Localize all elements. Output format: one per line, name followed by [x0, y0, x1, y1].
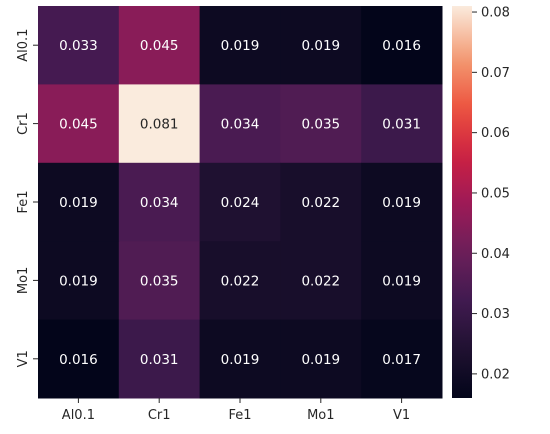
colorbar-tick-label: 0.05: [481, 186, 510, 201]
cell-value-label: 0.081: [140, 117, 179, 133]
x-tick-label: Al0.1: [62, 408, 95, 423]
colorbar: 0.02 0.03 0.04 0.05 0.06 0.07 0.08: [452, 6, 510, 398]
heatmap-cell: [38, 241, 120, 321]
y-tick-label: Mo1: [16, 267, 31, 294]
heatmap-cell: [38, 6, 120, 85]
heatmap-cell: [361, 162, 443, 242]
cell-value-label: 0.034: [221, 117, 260, 133]
heatmap-cell: [199, 6, 281, 85]
colorbar-tick-label: 0.08: [481, 6, 510, 21]
heatmap-cell: [38, 162, 120, 242]
heatmap-cell: [199, 84, 281, 164]
x-tick-label: Mo1: [307, 408, 334, 423]
cell-value-label: 0.045: [59, 117, 98, 133]
heatmap-cell: [118, 241, 201, 321]
heatmap-cell: [361, 241, 443, 321]
heatmap-cell: [280, 162, 362, 242]
colorbar-tick-label: 0.02: [481, 367, 510, 382]
cell-value-label: 0.034: [140, 195, 179, 211]
cell-value-label: 0.016: [382, 38, 421, 54]
heatmap-cell: [118, 84, 201, 164]
y-tick-label: Fe1: [16, 190, 31, 213]
cell-value-label: 0.024: [221, 195, 260, 211]
cell-value-label: 0.019: [59, 195, 98, 211]
cell-value-label: 0.022: [221, 273, 260, 289]
cell-value-label: 0.045: [140, 38, 179, 54]
heatmap-cell: [361, 319, 443, 399]
x-tick-label: Fe1: [228, 408, 251, 423]
heatmap-cell: [199, 162, 281, 242]
colorbar-tick-label: 0.07: [481, 66, 510, 81]
heatmap-cell: [280, 241, 362, 321]
heatmap-cell: [38, 84, 120, 164]
cell-value-label: 0.019: [221, 38, 260, 54]
heatmap-cell: [280, 6, 362, 85]
heatmap-cell: [118, 162, 201, 242]
x-tick-label: Cr1: [148, 408, 171, 423]
cell-value-label: 0.019: [59, 273, 98, 289]
cell-value-label: 0.019: [382, 195, 421, 211]
x-axis: Al0.1 Cr1 Fe1 Mo1 V1: [62, 398, 410, 423]
heatmap-cell: [118, 6, 201, 85]
heatmap-cell: [280, 319, 362, 399]
colorbar-tick-label: 0.06: [481, 126, 510, 141]
cell-value-label: 0.016: [59, 352, 98, 368]
heatmap-cell: [118, 319, 201, 399]
heatmap-cell: [361, 84, 443, 164]
heatmap-cell: [199, 319, 281, 399]
heatmap-cell: [38, 319, 120, 399]
cell-value-label: 0.035: [301, 117, 340, 133]
cell-value-label: 0.017: [382, 352, 421, 368]
x-tick-label: V1: [393, 408, 410, 423]
cell-value-label: 0.019: [301, 38, 340, 54]
heatmap-cell: [361, 6, 443, 85]
heatmap-cells: [38, 6, 443, 399]
cell-value-label: 0.035: [140, 273, 179, 289]
heatmap-cell: [280, 84, 362, 164]
y-tick-label: Cr1: [16, 112, 31, 135]
heatmap-cell: [199, 241, 281, 321]
cell-value-label: 0.033: [59, 38, 98, 54]
colorbar-tick-label: 0.03: [481, 307, 510, 322]
cell-value-label: 0.019: [382, 273, 421, 289]
cell-value-label: 0.022: [301, 195, 340, 211]
cell-value-label: 0.031: [140, 352, 179, 368]
y-tick-label: V1: [16, 350, 31, 367]
y-tick-label: Al0.1: [16, 29, 31, 62]
cell-value-label: 0.019: [301, 352, 340, 368]
y-axis: Al0.1 Cr1 Fe1 Mo1 V1: [16, 29, 38, 367]
cell-value-label: 0.022: [301, 273, 340, 289]
cell-value-label: 0.031: [382, 117, 421, 133]
cell-value-label: 0.019: [221, 352, 260, 368]
heatmap-cell-labels: 0.033 0.045 0.019 0.019 0.016 0.045 0.081 0.034…: [59, 38, 421, 368]
colorbar-gradient: [452, 6, 472, 398]
colorbar-tick-label: 0.04: [481, 247, 510, 262]
